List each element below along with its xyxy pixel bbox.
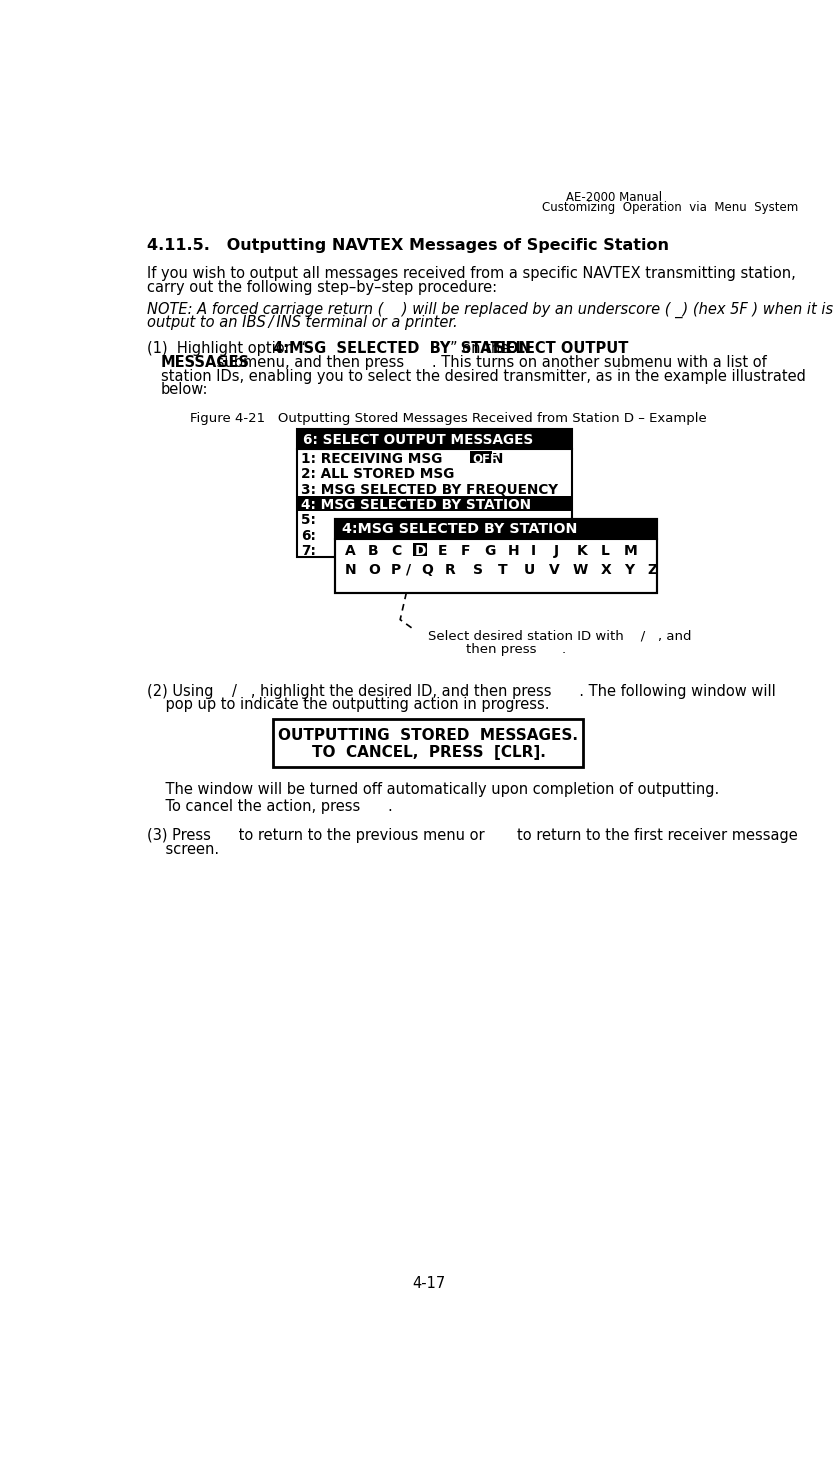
Text: 7:: 7:: [301, 543, 316, 558]
Bar: [273, 719, 584, 767]
Text: OFF: OFF: [472, 453, 498, 466]
Text: MESSAGES: MESSAGES: [161, 355, 250, 370]
Bar: [335, 519, 657, 593]
Text: below:: below:: [161, 383, 208, 397]
Text: station IDs, enabling you to select the desired transmitter, as in the example i: station IDs, enabling you to select the …: [161, 368, 806, 384]
Text: pop up to indicate the outputting action in progress.: pop up to indicate the outputting action…: [147, 697, 549, 713]
Text: ” on the: ” on the: [450, 340, 514, 356]
Text: R: R: [445, 562, 456, 577]
Text: NOTE: A forced carriage return (    ) will be replaced by an underscore ( _) (he: NOTE: A forced carriage return ( ) will …: [147, 301, 833, 318]
Text: O: O: [368, 562, 380, 577]
Text: 6: SELECT OUTPUT MESSAGES: 6: SELECT OUTPUT MESSAGES: [303, 432, 533, 447]
Text: Select desired station ID with    /   , and: Select desired station ID with / , and: [428, 630, 692, 643]
Text: 4:MSG  SELECTED  BY  STATION: 4:MSG SELECTED BY STATION: [273, 340, 532, 356]
Text: Customizing  Operation  via  Menu  System: Customizing Operation via Menu System: [543, 202, 798, 215]
Text: 4-17: 4-17: [412, 1277, 445, 1292]
Text: G: G: [484, 543, 496, 558]
Text: The window will be turned off automatically upon completion of outputting.: The window will be turned off automatica…: [147, 782, 719, 798]
Text: W: W: [573, 562, 588, 577]
Text: SELECT OUTPUT: SELECT OUTPUT: [495, 340, 629, 356]
Text: K: K: [577, 543, 588, 558]
Text: (3) Press      to return to the previous menu or       to return to the first re: (3) Press to return to the previous menu…: [147, 828, 798, 843]
Text: screen.: screen.: [147, 842, 219, 858]
Bar: [335, 519, 657, 539]
Text: S: S: [472, 562, 482, 577]
Bar: [413, 542, 427, 557]
Text: /: /: [406, 562, 411, 577]
Text: I: I: [531, 543, 536, 558]
Bar: [297, 430, 572, 450]
Bar: [335, 539, 657, 593]
Text: To cancel the action, press      .: To cancel the action, press .: [147, 799, 393, 814]
Text: 1: RECEIVING MSG        ON: 1: RECEIVING MSG ON: [301, 451, 513, 466]
Text: A: A: [344, 543, 355, 558]
Text: H: H: [507, 543, 519, 558]
Text: U: U: [524, 562, 535, 577]
Text: 4: MSG SELECTED BY STATION: 4: MSG SELECTED BY STATION: [301, 498, 532, 511]
Bar: [297, 450, 572, 557]
Text: carry out the following step–by–step procedure:: carry out the following step–by–step pro…: [147, 281, 497, 295]
Text: V: V: [549, 562, 560, 577]
Text: AE-2000 Manual: AE-2000 Manual: [566, 191, 662, 203]
Text: T: T: [498, 562, 507, 577]
Text: E: E: [438, 543, 447, 558]
Text: M: M: [624, 543, 638, 558]
Text: C: C: [391, 543, 401, 558]
Text: B: B: [368, 543, 379, 558]
Text: 3: MSG SELECTED BY FREQUENCY: 3: MSG SELECTED BY FREQUENCY: [301, 482, 558, 497]
Text: OUTPUTTING  STORED  MESSAGES.: OUTPUTTING STORED MESSAGES.: [278, 728, 579, 744]
Text: 2: ALL STORED MSG: 2: ALL STORED MSG: [301, 468, 455, 481]
Text: TO  CANCEL,  PRESS  [CLR].: TO CANCEL, PRESS [CLR].: [312, 745, 545, 760]
Text: If you wish to output all messages received from a specific NAVTEX transmitting : If you wish to output all messages recei…: [147, 266, 796, 281]
Text: Z: Z: [647, 562, 657, 577]
Bar: [298, 497, 571, 511]
Text: Q: Q: [421, 562, 433, 577]
Text: X: X: [600, 562, 611, 577]
Text: 4.11.5.   Outputting NAVTEX Messages of Specific Station: 4.11.5. Outputting NAVTEX Messages of Sp…: [147, 238, 669, 253]
Text: 5:: 5:: [301, 513, 316, 527]
Text: output to an IBS / INS terminal or a printer.: output to an IBS / INS terminal or a pri…: [147, 316, 458, 330]
Text: submenu, and then press      . This turns on another submenu with a list of: submenu, and then press . This turns on …: [212, 355, 767, 370]
Text: P: P: [391, 562, 401, 577]
Text: (1)  Highlight option “: (1) Highlight option “: [147, 340, 306, 356]
Bar: [471, 451, 492, 463]
Text: Y: Y: [624, 562, 634, 577]
Text: 6:: 6:: [301, 529, 316, 542]
Text: F: F: [461, 543, 471, 558]
Text: 4:MSG SELECTED BY STATION: 4:MSG SELECTED BY STATION: [342, 522, 577, 536]
Text: then press      .: then press .: [466, 643, 566, 656]
Text: N: N: [344, 562, 356, 577]
Text: D: D: [415, 543, 426, 558]
Text: L: L: [600, 543, 609, 558]
Text: Figure 4-21   Outputting Stored Messages Received from Station D – Example: Figure 4-21 Outputting Stored Messages R…: [190, 412, 706, 425]
Text: J: J: [554, 543, 559, 558]
Text: (2) Using    /   , highlight the desired ID, and then press      . The following: (2) Using / , highlight the desired ID, …: [147, 684, 776, 698]
